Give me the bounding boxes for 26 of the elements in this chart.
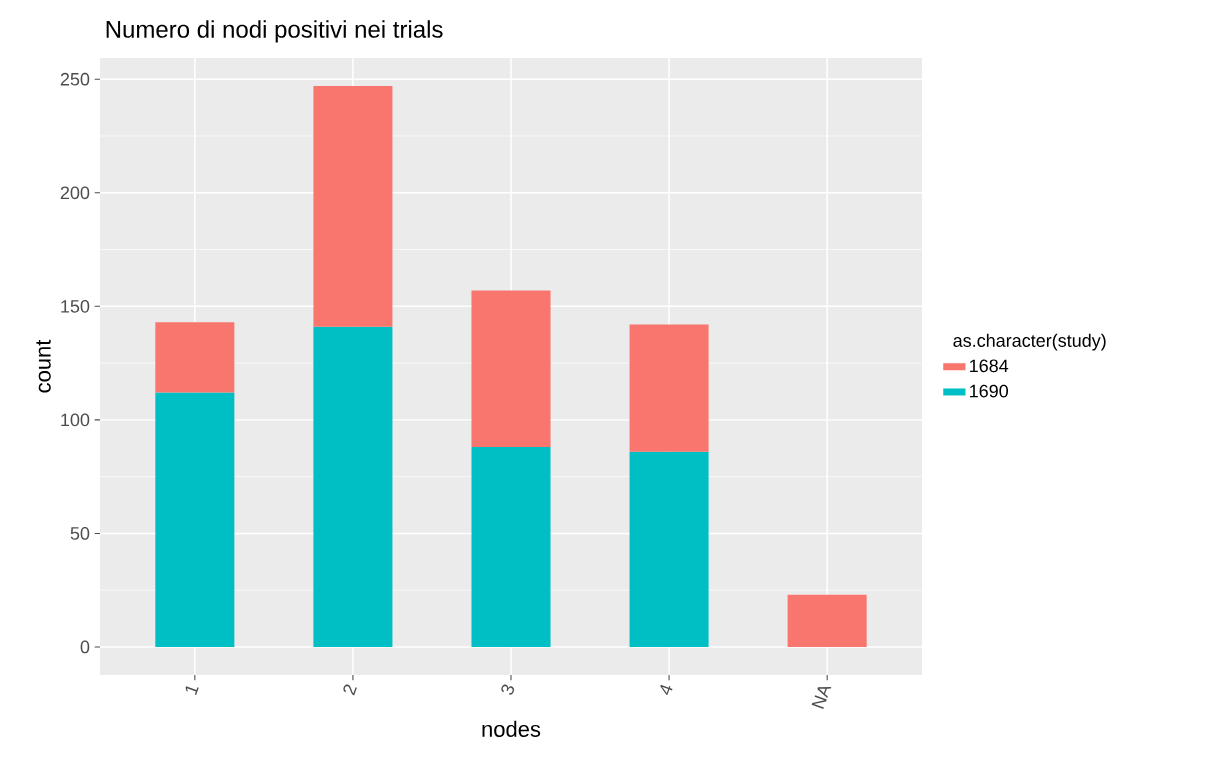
x-tick-label: 2 — [343, 684, 357, 696]
x-tick-label: 1 — [185, 686, 199, 695]
y-tick-label: 50 — [70, 527, 90, 540]
y-tick-label: 150 — [61, 299, 90, 313]
legend-label: 1690 — [970, 384, 1008, 398]
bar — [629, 451, 709, 647]
x-tick-label: 4 — [660, 684, 673, 695]
bar — [155, 392, 235, 647]
x-tick-label: NA — [811, 686, 832, 709]
legend-title: as.character(study) — [953, 333, 1106, 351]
chart-title: Numero di nodi positivi nei trials — [106, 20, 443, 43]
bar — [313, 86, 393, 327]
y-tick-label: 200 — [60, 186, 90, 200]
y-tick-label: 250 — [60, 72, 90, 86]
x-tick-label: 3 — [501, 684, 515, 695]
bar — [155, 322, 235, 393]
bar — [787, 594, 867, 647]
bar — [629, 324, 709, 452]
y-tick-label: 0 — [80, 640, 90, 654]
y-axis-title: count — [36, 339, 51, 393]
legend-label: 1684 — [970, 359, 1009, 373]
x-axis-title: nodes — [482, 720, 541, 737]
bar — [313, 326, 393, 647]
y-tick-label: 100 — [61, 413, 90, 427]
bar — [471, 447, 551, 647]
bar — [471, 290, 551, 448]
